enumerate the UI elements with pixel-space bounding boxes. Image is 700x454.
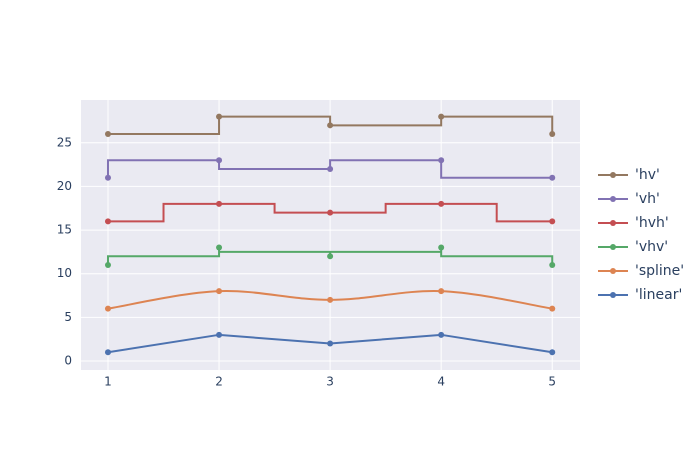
marks	[104, 113, 556, 356]
legend: 'linear' 'spline' 'vhv' 'hvh' 'vh' 'hv'	[598, 167, 684, 303]
x-tick-label: 5	[548, 375, 556, 389]
legend-marker	[610, 220, 616, 226]
point	[327, 165, 334, 172]
point	[327, 296, 334, 303]
legend-marker	[610, 292, 616, 298]
y-tick-label: 25	[57, 135, 72, 149]
point	[549, 218, 556, 225]
x-tick-label: 1	[104, 375, 112, 389]
legend-label: 'vh'	[635, 191, 660, 207]
legend-marker	[610, 244, 616, 250]
legend-marker	[610, 196, 616, 202]
point	[438, 157, 445, 164]
point	[327, 340, 334, 347]
point	[438, 113, 445, 120]
point	[438, 288, 445, 295]
point	[438, 200, 445, 207]
point	[438, 244, 445, 251]
point	[104, 218, 111, 225]
point	[104, 174, 111, 181]
legend-label: 'linear'	[635, 287, 682, 303]
point	[104, 131, 111, 138]
x-tick-label: 3	[326, 375, 334, 389]
point	[104, 349, 111, 356]
point	[216, 331, 223, 338]
point	[549, 131, 556, 138]
legend-marker	[610, 268, 616, 274]
legend-label: 'vhv'	[635, 239, 668, 255]
point	[104, 261, 111, 268]
point	[549, 174, 556, 181]
y-tick-label: 0	[64, 354, 72, 368]
point	[327, 253, 334, 260]
y-tick-label: 5	[64, 310, 72, 324]
point	[549, 349, 556, 356]
point	[216, 244, 223, 251]
point	[216, 200, 223, 207]
grid: 0 5 10 15 20 25 1 2 3 4 5	[57, 100, 580, 389]
legend-label: 'spline'	[635, 263, 684, 279]
y-tick-label: 10	[57, 266, 72, 280]
point	[104, 305, 111, 312]
point	[216, 157, 223, 164]
legend-label: 'hv'	[635, 167, 660, 183]
point	[216, 113, 223, 120]
point	[438, 331, 445, 338]
point	[549, 261, 556, 268]
x-tick-label: 2	[215, 375, 223, 389]
point	[327, 122, 334, 129]
y-tick-label: 15	[57, 223, 72, 237]
legend-marker	[610, 172, 616, 178]
y-tick-label: 20	[57, 179, 72, 193]
point	[549, 305, 556, 312]
legend-label: 'hvh'	[635, 215, 669, 231]
point	[327, 209, 334, 216]
x-tick-label: 4	[437, 375, 445, 389]
point	[216, 288, 223, 295]
